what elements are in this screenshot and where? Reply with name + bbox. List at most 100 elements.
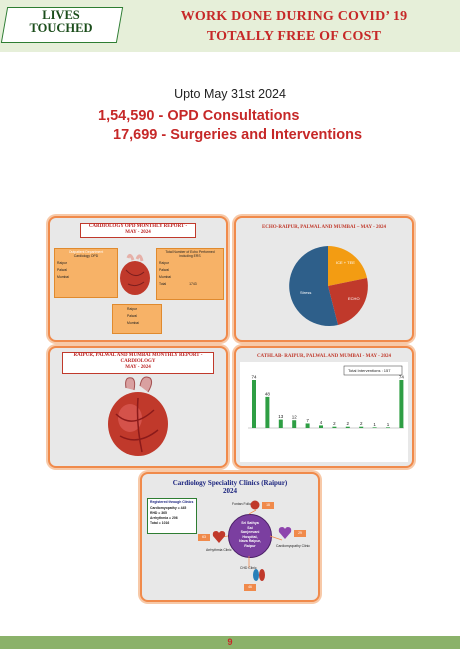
opd-legend-1: Raipur xyxy=(127,307,137,311)
bar-label-11: 1 xyxy=(387,422,390,427)
bar-7 xyxy=(332,426,337,428)
opd-right-box-title-1: Total Number of Echo Performed xyxy=(165,250,215,254)
center-text-6: Raipur xyxy=(244,543,256,548)
clinics-title-line-1: Cardiology Speciality Clinics (Raipur) xyxy=(172,479,288,487)
opd-legend-3: Mumbai xyxy=(127,321,140,325)
cathlab-report-title: CATHLAB- RAIPUR, PALWAL AND MUMBAI - MAY… xyxy=(256,354,392,359)
bar-9 xyxy=(359,426,364,428)
bar-1 xyxy=(252,380,256,428)
opd-right-row-2: Palwal xyxy=(159,268,169,272)
connector-fontan xyxy=(248,509,257,515)
registered-row-1: Cardiomyopathy = 445 xyxy=(150,506,187,510)
bar-label-6: 4 xyxy=(320,420,323,425)
bar-label-5: 7 xyxy=(306,418,309,423)
chd-count: 46 xyxy=(244,584,256,591)
echo-report-title: ECHO-RAIPUR, PALWAL AND MUMBAI – MAY - 2… xyxy=(261,225,387,230)
opd-right-row-3: Mumbai xyxy=(159,275,172,279)
chart-background xyxy=(240,362,408,462)
footer-band xyxy=(0,636,460,649)
page-title-line-1: WORK DONE DURING COVID’ 19 xyxy=(180,9,408,24)
arrhythmia-heart-icon xyxy=(212,531,226,543)
bar-label-3: 13 xyxy=(278,414,284,419)
registered-row-3: Arrhythmia = 206 xyxy=(150,516,178,520)
heart-illustration xyxy=(120,253,150,295)
bar-label-9: 2 xyxy=(360,421,363,426)
chd-label: CHD Clinic xyxy=(240,566,257,570)
arrhythmia-count: 63 xyxy=(198,534,210,541)
bar-label-4: 12 xyxy=(292,415,298,420)
pie-slice-ice-tee xyxy=(328,246,367,286)
pie-slice-echo xyxy=(328,278,368,325)
bar-6 xyxy=(319,425,323,428)
bar-4 xyxy=(292,420,297,428)
pie-label-echo: ECHO xyxy=(348,296,360,301)
badge-line-1: LIVES xyxy=(42,8,80,22)
registered-box: Registered through Clinics Cardiomyopath… xyxy=(147,498,197,534)
bar-label-7: 2 xyxy=(333,421,336,426)
page-number: 9 xyxy=(227,637,233,647)
total-interventions-text: Total Interventions : 157 xyxy=(348,368,391,373)
registered-title: Registered through Clinics xyxy=(150,500,194,504)
opd-report-title: CARDIOLOGY OPD MONTHLY REPORT - MAY - 20… xyxy=(80,223,196,238)
lives-touched-badge-text: LIVES TOUCHED xyxy=(4,9,118,35)
opd-legend-2: Palwal xyxy=(127,314,137,318)
opd-legend-box: Raipur Palwal Mumbai xyxy=(112,304,162,334)
bar-2 xyxy=(265,396,270,428)
connector-cardiomyopathy xyxy=(269,535,283,541)
opd-left-row-2: Palwal xyxy=(57,268,67,272)
chd-lungs-icon xyxy=(253,569,265,581)
center-text-4: Hospital, xyxy=(242,534,258,539)
bar-label-10: 1 xyxy=(373,422,376,427)
cardiomyopathy-count: 29 xyxy=(294,530,306,537)
center-text-2: Sai xyxy=(247,525,253,530)
pie-label-stress: Stress xyxy=(300,290,311,295)
registered-row-4: Total = 1016 xyxy=(150,521,170,525)
opd-report-title-line-1: CARDIOLOGY OPD MONTHLY REPORT - xyxy=(88,224,188,229)
monthly-report-title-line-1: RAIPUR, PALWAL AND MUMBAI MONTHLY REPORT… xyxy=(73,353,203,358)
bars-group xyxy=(252,380,404,428)
center-text-1: Sri Sathya xyxy=(241,521,259,525)
bar-8 xyxy=(345,426,350,428)
bar-11 xyxy=(386,427,390,428)
center-text-5: Nava Raipur, xyxy=(239,539,261,544)
monthly-report-title-line-3: MAY - 2024 xyxy=(125,365,151,370)
bar-12 xyxy=(399,380,404,428)
registered-row-2: RHD = 365 xyxy=(150,511,167,515)
hospital-center-circle: Sri Sathya Sai Sanjeevani Hospital, Nava… xyxy=(228,514,272,558)
echo-report-panel: ECHO-RAIPUR, PALWAL AND MUMBAI – MAY - 2… xyxy=(234,216,414,342)
cardiomyopathy-label: Cardiomyopathy Clinic xyxy=(276,544,310,548)
echo-pie-chart: ICE + TEE ECHO Stress xyxy=(289,246,368,326)
bar-10 xyxy=(372,427,377,428)
opd-right-total: 1743 xyxy=(189,282,197,286)
monthly-report-title: RAIPUR, PALWAL AND MUMBAI MONTHLY REPORT… xyxy=(62,352,214,374)
speciality-clinics-panel: Cardiology Speciality Clinics (Raipur) 2… xyxy=(140,472,320,602)
opd-left-row-3: Mumbai xyxy=(57,275,70,279)
bar-label-2: 48 xyxy=(265,391,271,396)
cathlab-report-panel: CATHLAB- RAIPUR, PALWAL AND MUMBAI - MAY… xyxy=(234,346,414,468)
clinics-title-line-2: 2024 xyxy=(223,487,237,495)
bar-3 xyxy=(278,419,283,428)
opd-right-row-4-label: Total xyxy=(159,282,167,286)
opd-consultations-stat: 1,54,590 - OPD Consultations xyxy=(98,108,300,124)
bar-label-8: 2 xyxy=(347,421,350,426)
heart-anatomy-illustration xyxy=(108,376,168,456)
bar-5 xyxy=(305,423,310,428)
badge-line-2: TOUCHED xyxy=(29,21,93,35)
arrhythmia-label: Arrhythmia Clinic xyxy=(206,548,232,552)
opd-right-box: Total Number of Echo Performed including… xyxy=(156,248,224,300)
surgeries-stat: 17,699 - Surgeries and Interventions xyxy=(113,127,363,143)
pie-slice-stress xyxy=(289,246,338,326)
opd-right-box-title-2: including ERS xyxy=(179,254,201,258)
center-text-3: Sanjeevani xyxy=(240,530,260,535)
date-line: Upto May 31st 2024 xyxy=(174,87,286,101)
monthly-report-panel: RAIPUR, PALWAL AND MUMBAI MONTHLY REPORT… xyxy=(48,346,228,468)
opd-left-row-1: Raipur xyxy=(57,261,67,265)
total-interventions-box xyxy=(343,365,403,376)
fontan-count: 18 xyxy=(262,502,274,509)
cardiomyopathy-heart-icon xyxy=(278,527,292,539)
opd-left-box-title-1: Outpatient Department xyxy=(68,250,104,254)
opd-report-panel: CARDIOLOGY OPD MONTHLY REPORT - MAY - 20… xyxy=(48,216,228,342)
bar-label-12: 74 xyxy=(399,375,405,380)
